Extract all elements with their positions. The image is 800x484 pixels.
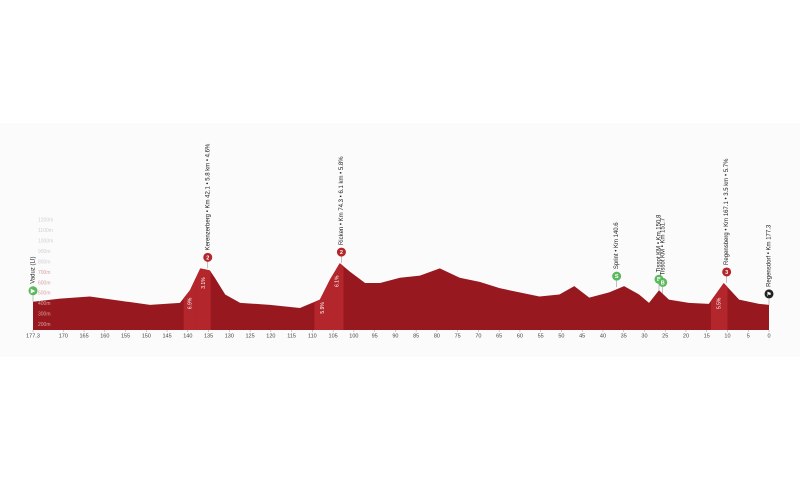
x-tick-label: 170 — [59, 333, 68, 339]
x-tick-label: 30 — [641, 333, 647, 339]
x-tick-label: 105 — [329, 333, 338, 339]
y-tick-label: 1000m — [38, 238, 53, 244]
x-tick-label: 85 — [413, 333, 419, 339]
x-tick-label: 40 — [600, 333, 606, 339]
point-marker — [612, 271, 622, 281]
point-marker — [28, 286, 38, 296]
point-marker — [336, 247, 346, 257]
climb-segment — [331, 263, 344, 330]
point-label: Ricken • Km 74.3 • 6.1 km • 5.8% — [339, 156, 345, 245]
x-tick-label: 70 — [475, 333, 481, 339]
segment-gradient: 5.9% — [320, 302, 326, 314]
x-tick-label: 50 — [558, 333, 564, 339]
point-icon: 3 — [725, 270, 728, 276]
point-icon: 2 — [340, 250, 343, 256]
x-tick-label: 115 — [287, 333, 296, 339]
x-tick-label: 177.3 — [26, 333, 40, 339]
elevation-area — [33, 263, 769, 330]
segment-gradient: 3.1% — [201, 277, 207, 289]
segment-gradient: 6.9% — [188, 297, 194, 309]
x-tick-label: 145 — [162, 333, 171, 339]
point-label: Vaduz (LI) — [31, 257, 37, 284]
point-label: Tissot KM • Km 151.7 — [660, 217, 666, 275]
x-tick-label: 160 — [100, 333, 109, 339]
y-tick-label: 200m — [38, 322, 51, 328]
segment-gradient: 6.1% — [335, 275, 341, 287]
x-tick-label: 80 — [434, 333, 440, 339]
point-label: Sprint • Km 140.6 — [614, 222, 620, 269]
x-tick-label: 90 — [392, 333, 398, 339]
x-tick-label: 135 — [204, 333, 213, 339]
x-tick-label: 55 — [538, 333, 544, 339]
x-tick-label: 65 — [496, 333, 502, 339]
x-tick-label: 75 — [455, 333, 461, 339]
x-tick-label: 120 — [266, 333, 275, 339]
point-icon: ▶ — [30, 288, 36, 295]
x-tick-label: 25 — [662, 333, 668, 339]
x-tick-label: 0 — [767, 333, 770, 339]
y-tick-label: 400m — [38, 301, 51, 307]
x-tick-label: 60 — [517, 333, 523, 339]
point-icon: ⚑ — [767, 291, 772, 298]
point-label: Regensberg • Km 167.1 • 3.5 km • 5.7% — [724, 158, 730, 265]
point-icon: B — [661, 280, 665, 286]
y-tick-label: 900m — [38, 249, 51, 255]
climb-segment — [314, 277, 332, 330]
climb-segment — [183, 275, 197, 330]
x-tick-label: 140 — [183, 333, 192, 339]
point-marker — [203, 252, 213, 262]
y-tick-label: 1200m — [38, 218, 53, 224]
x-tick-label: 110 — [308, 333, 317, 339]
point-label: Kerenzerberg • Km 42.1 • 5.8 km • 4.6% — [205, 143, 211, 250]
y-tick-label: 1100m — [38, 228, 53, 234]
point-icon: 2 — [206, 255, 209, 261]
x-tick-label: 125 — [246, 333, 255, 339]
y-tick-label: 300m — [38, 312, 51, 318]
x-tick-label: 150 — [142, 333, 151, 339]
segment-gradient: 5.5% — [717, 297, 723, 309]
x-tick-label: 165 — [79, 333, 88, 339]
x-tick-label: 5 — [747, 333, 750, 339]
x-tick-label: 100 — [349, 333, 358, 339]
y-tick-label: 800m — [38, 259, 51, 265]
x-tick-label: 45 — [579, 333, 585, 339]
point-marker — [722, 267, 732, 277]
x-tick-label: 15 — [704, 333, 710, 339]
point-marker — [764, 289, 774, 299]
x-tick-label: 95 — [372, 333, 378, 339]
x-tick-label: 155 — [121, 333, 130, 339]
x-tick-label: 20 — [683, 333, 689, 339]
x-tick-label: 35 — [621, 333, 627, 339]
point-marker — [658, 277, 668, 287]
y-tick-label: 600m — [38, 280, 51, 286]
y-tick-label: 700m — [38, 270, 51, 276]
point-label: Tissot KM • Km 150.8 — [657, 214, 663, 272]
climb-segment — [710, 283, 728, 330]
x-tick-label: 130 — [225, 333, 234, 339]
climb-segment — [196, 268, 211, 330]
x-tick-label: 10 — [724, 333, 730, 339]
y-tick-label: 500m — [38, 291, 51, 297]
point-icon: S — [615, 274, 619, 280]
point-label: Regensdorf • Km 177.3 — [767, 224, 773, 287]
